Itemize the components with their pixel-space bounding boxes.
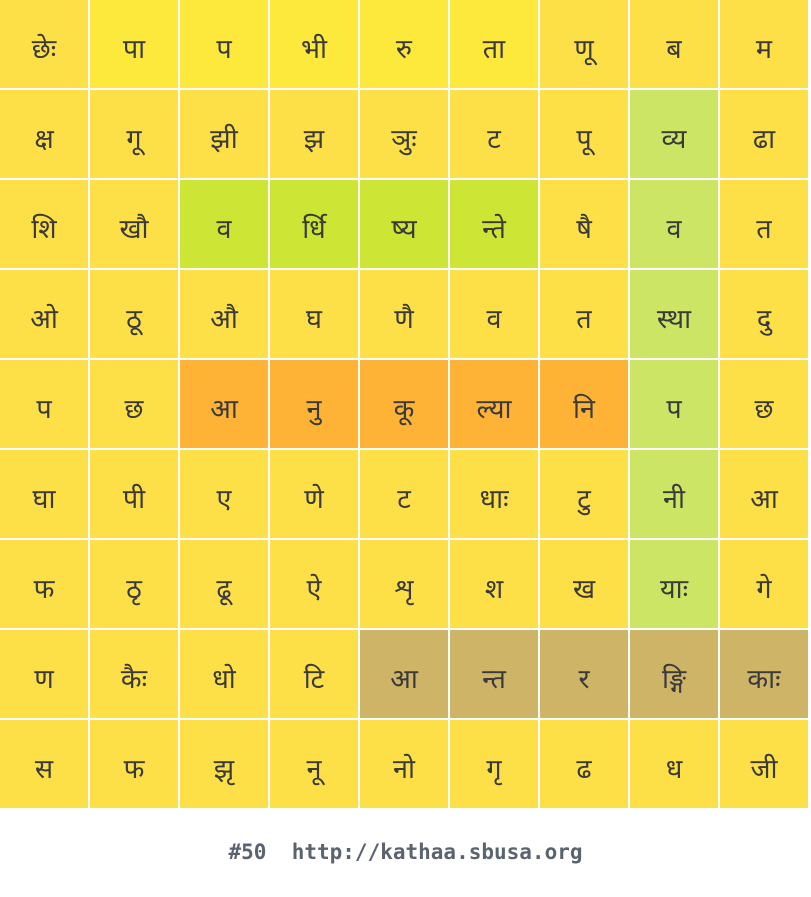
grid-cell-r9-c6[interactable]: गृ bbox=[450, 720, 538, 808]
grid-cell-r3-c8[interactable]: व bbox=[630, 180, 718, 268]
grid-cell-r6-c2[interactable]: पी bbox=[90, 450, 178, 538]
grid-cell-r5-c8[interactable]: प bbox=[630, 360, 718, 448]
grid-cell-r8-c6[interactable]: न्त bbox=[450, 630, 538, 718]
grid-cell-r1-c1[interactable]: छेः bbox=[0, 0, 88, 88]
grid-cell-r3-c7[interactable]: षै bbox=[540, 180, 628, 268]
grid-cell-r6-c4[interactable]: णे bbox=[270, 450, 358, 538]
grid-cell-r4-c4[interactable]: घ bbox=[270, 270, 358, 358]
grid-cell-r4-c6[interactable]: व bbox=[450, 270, 538, 358]
grid-cell-r2-c6[interactable]: ट bbox=[450, 90, 538, 178]
grid-cell-r6-c6[interactable]: धाः bbox=[450, 450, 538, 538]
grid-cell-r2-c4[interactable]: झ bbox=[270, 90, 358, 178]
grid-cell-r3-c9[interactable]: त bbox=[720, 180, 808, 268]
grid-cell-r5-c5[interactable]: कू bbox=[360, 360, 448, 448]
puzzle-number: #50 bbox=[228, 840, 267, 864]
grid-cell-r5-c9[interactable]: छ bbox=[720, 360, 808, 448]
grid-cell-r6-c8[interactable]: नी bbox=[630, 450, 718, 538]
grid-cell-r6-c9[interactable]: आ bbox=[720, 450, 808, 538]
grid-cell-r6-c1[interactable]: घा bbox=[0, 450, 88, 538]
grid-cell-r8-c1[interactable]: ण bbox=[0, 630, 88, 718]
grid-cell-r1-c3[interactable]: प bbox=[180, 0, 268, 88]
grid-cell-r5-c4[interactable]: नु bbox=[270, 360, 358, 448]
grid-cell-r6-c7[interactable]: टु bbox=[540, 450, 628, 538]
grid-cell-r8-c5[interactable]: आ bbox=[360, 630, 448, 718]
grid-cell-r1-c7[interactable]: णू bbox=[540, 0, 628, 88]
grid-cell-r1-c8[interactable]: ब bbox=[630, 0, 718, 88]
grid-cell-r1-c4[interactable]: भी bbox=[270, 0, 358, 88]
grid-cell-r3-c3[interactable]: व bbox=[180, 180, 268, 268]
grid-cell-r9-c7[interactable]: ढ bbox=[540, 720, 628, 808]
grid-cell-r7-c9[interactable]: गे bbox=[720, 540, 808, 628]
grid-cell-r9-c3[interactable]: झृ bbox=[180, 720, 268, 808]
grid-cell-r7-c5[interactable]: शृ bbox=[360, 540, 448, 628]
grid-cell-r7-c7[interactable]: ख bbox=[540, 540, 628, 628]
grid-cell-r8-c2[interactable]: कैः bbox=[90, 630, 178, 718]
grid-cell-r1-c2[interactable]: पा bbox=[90, 0, 178, 88]
grid-cell-r3-c2[interactable]: खौ bbox=[90, 180, 178, 268]
grid-cell-r3-c6[interactable]: न्ते bbox=[450, 180, 538, 268]
grid-cell-r7-c2[interactable]: ठृ bbox=[90, 540, 178, 628]
grid-cell-r7-c8[interactable]: याः bbox=[630, 540, 718, 628]
grid-cell-r2-c5[interactable]: ञुः bbox=[360, 90, 448, 178]
grid-cell-r2-c8[interactable]: व्य bbox=[630, 90, 718, 178]
grid-cell-r5-c3[interactable]: आ bbox=[180, 360, 268, 448]
grid-cell-r5-c6[interactable]: ल्या bbox=[450, 360, 538, 448]
grid-cell-r5-c1[interactable]: प bbox=[0, 360, 88, 448]
grid-cell-r2-c1[interactable]: क्ष bbox=[0, 90, 88, 178]
grid-cell-r3-c5[interactable]: ष्य bbox=[360, 180, 448, 268]
grid-cell-r4-c2[interactable]: ठू bbox=[90, 270, 178, 358]
grid-cell-r4-c1[interactable]: ओ bbox=[0, 270, 88, 358]
grid-cell-r8-c3[interactable]: धो bbox=[180, 630, 268, 718]
grid-cell-r8-c9[interactable]: काः bbox=[720, 630, 808, 718]
grid-cell-r5-c2[interactable]: छ bbox=[90, 360, 178, 448]
footer-separator bbox=[266, 840, 291, 864]
grid-cell-r3-c1[interactable]: शि bbox=[0, 180, 88, 268]
grid-cell-r2-c9[interactable]: ढा bbox=[720, 90, 808, 178]
grid-cell-r2-c7[interactable]: पू bbox=[540, 90, 628, 178]
grid-cell-r1-c9[interactable]: म bbox=[720, 0, 808, 88]
grid-cell-r7-c1[interactable]: फ bbox=[0, 540, 88, 628]
grid-cell-r6-c3[interactable]: ए bbox=[180, 450, 268, 538]
word-search-grid: छेः पा प भी रु ता णू ब म क्ष गू झी झ ञुः ट पू व्य ढा शि खौ व… bbox=[0, 0, 808, 808]
grid-cell-r1-c6[interactable]: ता bbox=[450, 0, 538, 88]
grid-cell-r1-c5[interactable]: रु bbox=[360, 0, 448, 88]
site-url[interactable]: http://kathaa.sbusa.org bbox=[291, 840, 583, 864]
grid-cell-r2-c2[interactable]: गू bbox=[90, 90, 178, 178]
grid-cell-r4-c8[interactable]: स्था bbox=[630, 270, 718, 358]
grid-cell-r8-c4[interactable]: टि bbox=[270, 630, 358, 718]
grid-cell-r9-c5[interactable]: नो bbox=[360, 720, 448, 808]
grid-cell-r7-c3[interactable]: ढू bbox=[180, 540, 268, 628]
grid-cell-r9-c1[interactable]: स bbox=[0, 720, 88, 808]
grid-cell-r4-c7[interactable]: त bbox=[540, 270, 628, 358]
grid-cell-r8-c8[interactable]: ङ्गि bbox=[630, 630, 718, 718]
grid-cell-r2-c3[interactable]: झी bbox=[180, 90, 268, 178]
grid-cell-r7-c4[interactable]: ऐ bbox=[270, 540, 358, 628]
grid-cell-r4-c5[interactable]: णै bbox=[360, 270, 448, 358]
footer: #50 http://kathaa.sbusa.org bbox=[0, 840, 811, 864]
grid-cell-r9-c4[interactable]: नू bbox=[270, 720, 358, 808]
grid-cell-r9-c9[interactable]: जी bbox=[720, 720, 808, 808]
grid-cell-r9-c8[interactable]: ध bbox=[630, 720, 718, 808]
grid-cell-r5-c7[interactable]: नि bbox=[540, 360, 628, 448]
grid-cell-r4-c9[interactable]: दु bbox=[720, 270, 808, 358]
grid-cell-r3-c4[interactable]: र्धि bbox=[270, 180, 358, 268]
grid-cell-r6-c5[interactable]: ट bbox=[360, 450, 448, 538]
grid-cell-r7-c6[interactable]: श bbox=[450, 540, 538, 628]
grid-cell-r4-c3[interactable]: औ bbox=[180, 270, 268, 358]
grid-cell-r8-c7[interactable]: र bbox=[540, 630, 628, 718]
grid-cell-r9-c2[interactable]: फ bbox=[90, 720, 178, 808]
